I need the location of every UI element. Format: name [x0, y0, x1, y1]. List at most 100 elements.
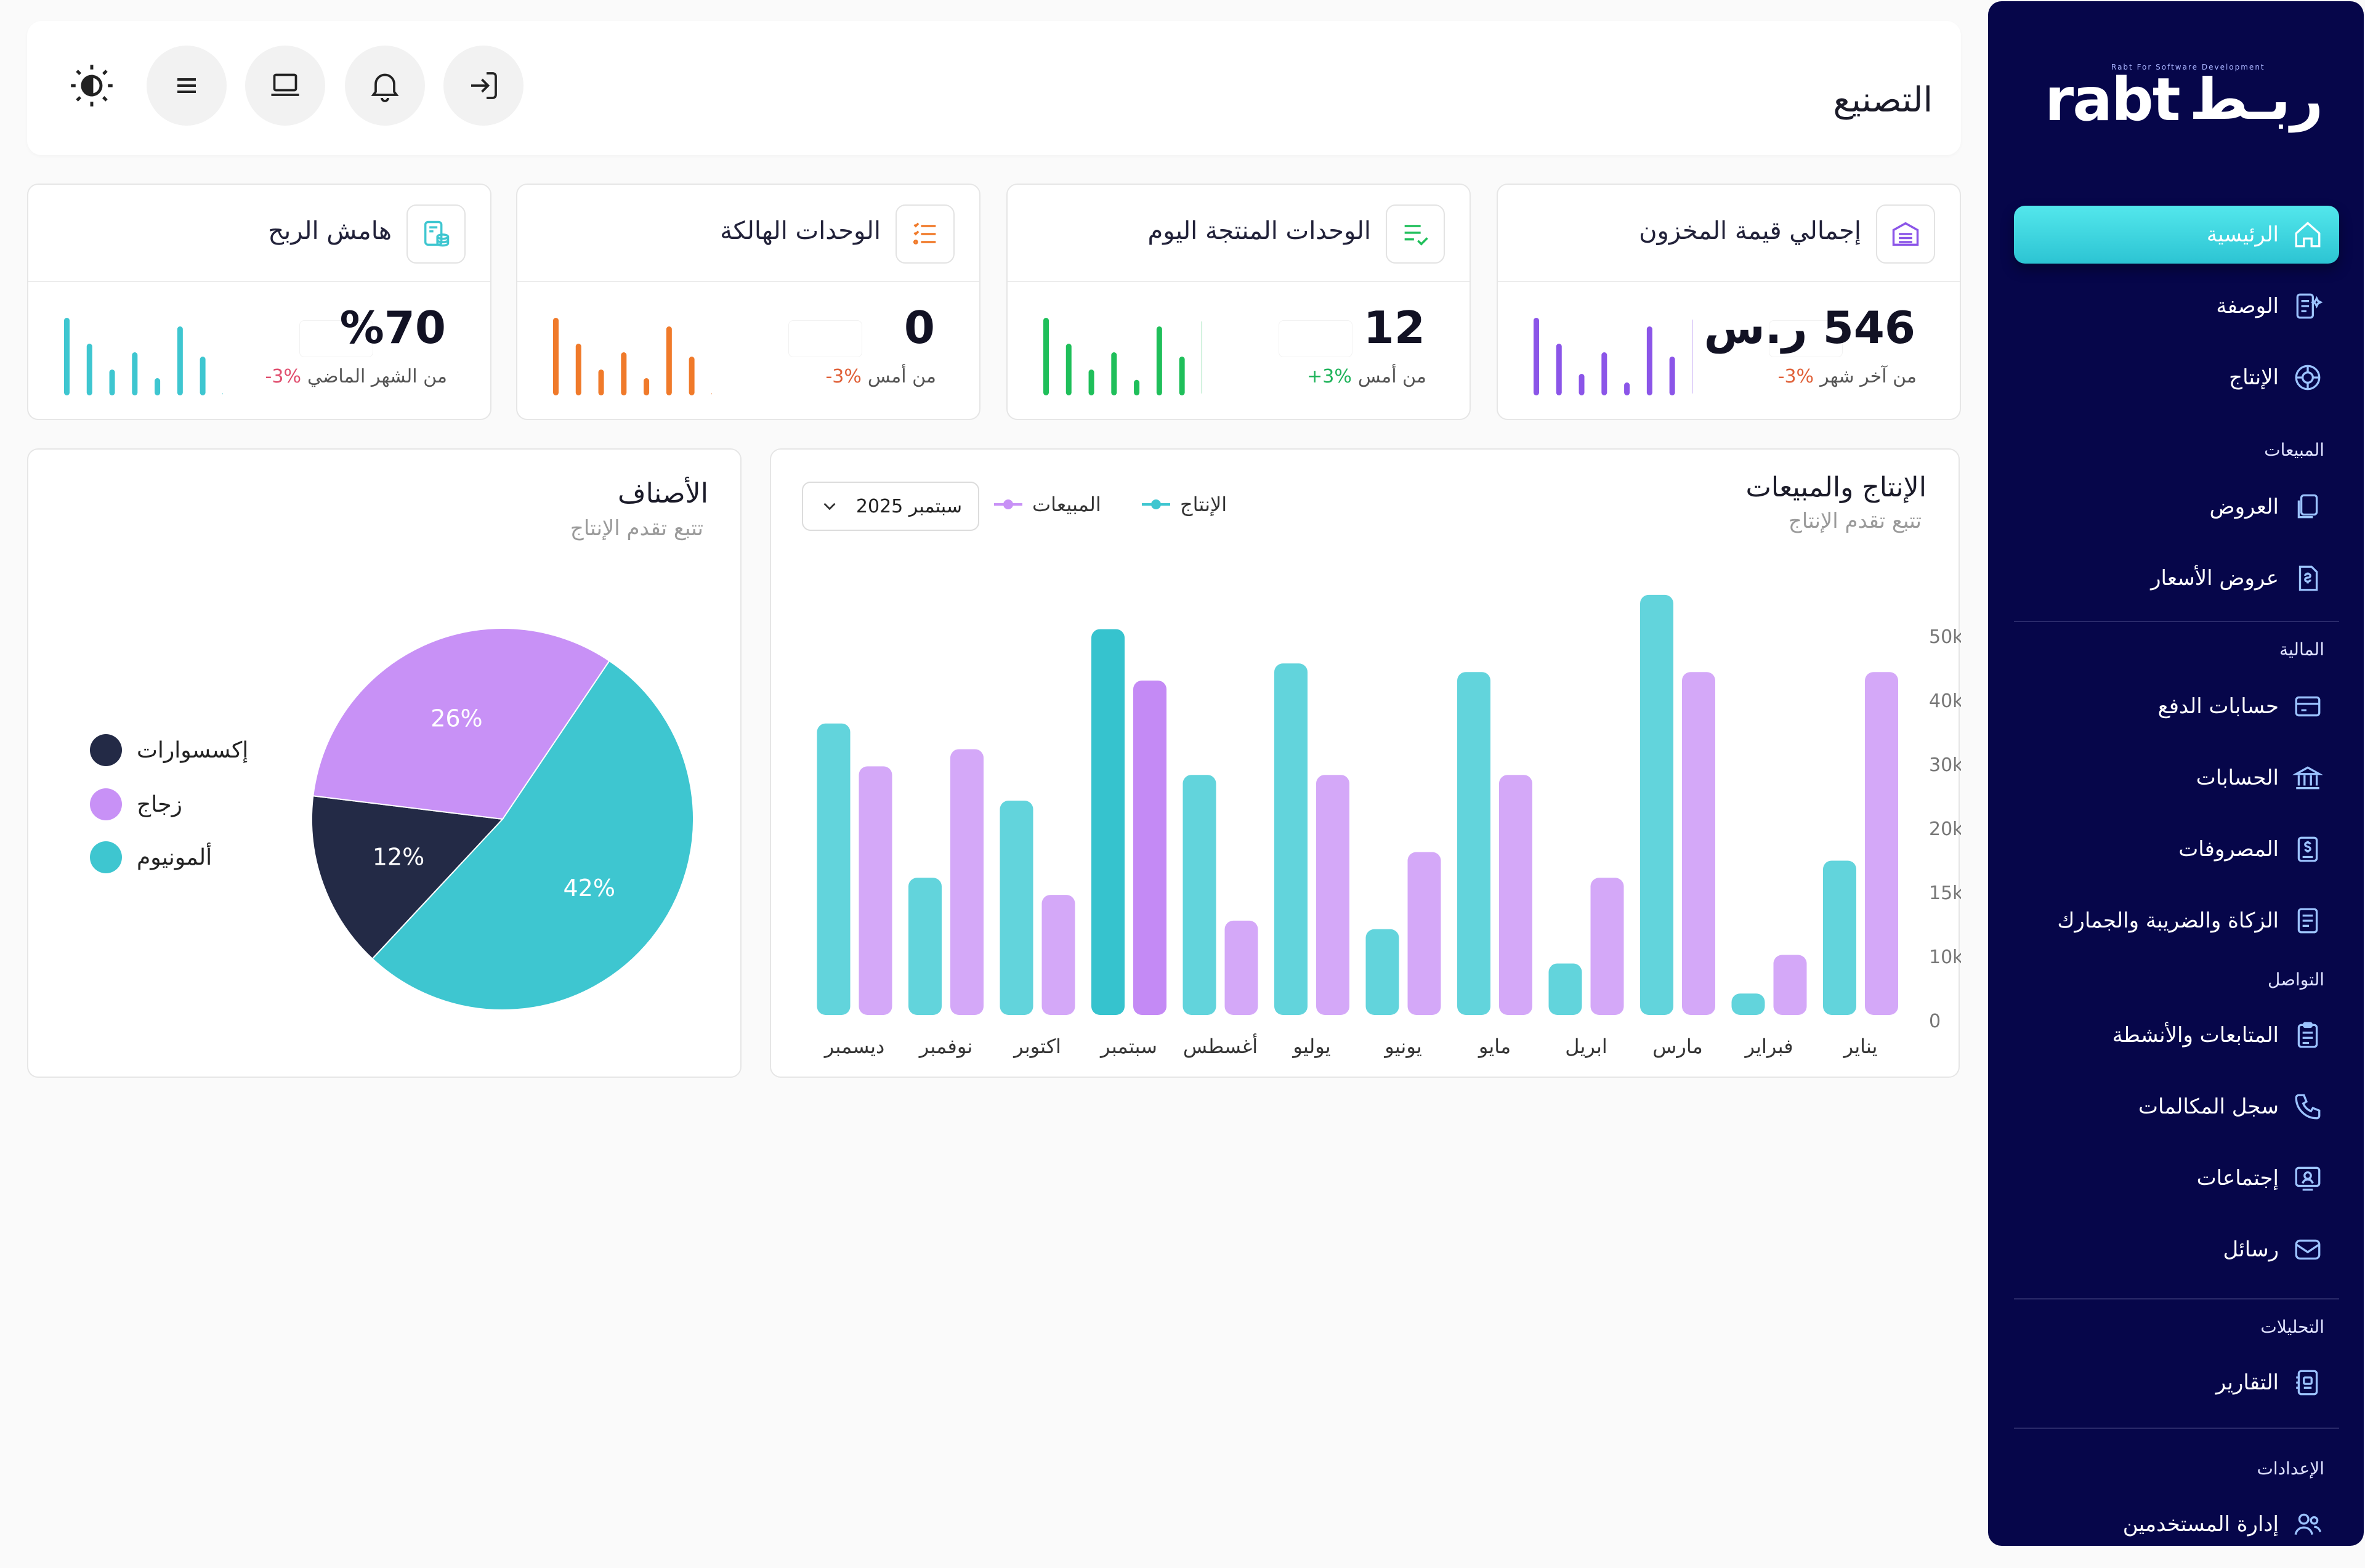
kpi-sparkline [1534, 318, 1692, 395]
spark-bar [1534, 318, 1539, 395]
meeting-icon [2292, 1163, 2323, 1194]
payment-card-icon [2292, 691, 2323, 722]
legend-label: الإنتاج [1180, 493, 1227, 516]
bar-sales[interactable] [1133, 681, 1166, 1015]
sidebar-item-payment-accounts[interactable]: حسابات الدفع [2014, 677, 2339, 735]
bar-production[interactable] [1365, 929, 1399, 1015]
kpi-change: -3% [1777, 366, 1814, 387]
legend-label: ألمونيوم [137, 844, 212, 870]
bar-sales[interactable] [1316, 775, 1349, 1015]
bar-production[interactable] [1640, 594, 1673, 1015]
bar-production[interactable] [1731, 993, 1765, 1015]
sidebar-item-production[interactable]: الإنتاج [2014, 349, 2339, 406]
pie-slice-label: 26% [431, 705, 482, 732]
bar-sales[interactable] [1499, 775, 1532, 1015]
bar-production[interactable] [1823, 860, 1856, 1015]
x-tick-label: مارس [1652, 1035, 1702, 1058]
bank-icon [2292, 762, 2323, 793]
bar-sales[interactable] [1041, 895, 1075, 1015]
sidebar-item-recipe[interactable]: الوصفة [2014, 277, 2339, 335]
spark-bar [666, 326, 672, 395]
kpi-note: من أمس [1357, 366, 1426, 387]
spark-bar [1669, 357, 1675, 395]
brand-logo[interactable]: rabt ربـط [2045, 63, 2324, 137]
sidebar-item-accounts[interactable]: الحسابات [2014, 749, 2339, 807]
theme-toggle-button[interactable] [52, 46, 132, 126]
spark-bar [1065, 344, 1072, 395]
sidebar-item-meetings[interactable]: إجتماعات [2014, 1149, 2339, 1207]
card-subtitle: تتبع تقدم الإنتاج [1788, 509, 1922, 533]
logo-arabic: ربـط [2189, 67, 2324, 132]
hamburger-menu-icon [177, 78, 196, 93]
spark-bar [1579, 374, 1585, 395]
kpi-change: -3% [825, 366, 862, 387]
bar-production[interactable] [1548, 963, 1582, 1015]
kpi-value: 12 [1363, 302, 1425, 354]
bar-sales[interactable] [859, 766, 892, 1015]
kpi-value: 546 ر.س [1704, 302, 1915, 354]
notifications-button[interactable] [345, 46, 425, 126]
kpi-note: من الشهر الماضي [307, 366, 447, 387]
logout-button[interactable] [443, 46, 524, 126]
desktop-view-button[interactable] [245, 46, 325, 126]
menu-button[interactable] [147, 46, 227, 126]
sidebar-item-messages[interactable]: رسائل [2014, 1221, 2339, 1279]
sidebar-item-followups[interactable]: المتابعات والأنشطة [2014, 1006, 2339, 1064]
bar-sales[interactable] [1682, 672, 1715, 1015]
month-select[interactable]: سبتمبر 2025 [802, 482, 979, 531]
kpi-card-header: الوحدات المنتجة اليوم [1008, 185, 1470, 282]
sidebar-item-user-management[interactable]: إدارة المستخدمين [2014, 1495, 2339, 1546]
x-tick-label: ابريل [1565, 1035, 1607, 1058]
legend-line-marker [994, 499, 1022, 509]
bar-sales[interactable] [1590, 878, 1624, 1015]
y-tick-label: 30k [1929, 754, 1961, 776]
bar-production[interactable] [1274, 663, 1308, 1015]
sidebar-item-label: المتابعات والأنشطة [2112, 1023, 2279, 1048]
sidebar: rabt ربـط Rabt For Software Development … [1988, 1, 2364, 1546]
x-tick-label: نوفمبر [918, 1035, 973, 1058]
sidebar-item-offers[interactable]: العروض [2014, 478, 2339, 536]
list-icon [895, 204, 955, 264]
bar-sales[interactable] [1224, 920, 1258, 1015]
spark-bar [132, 352, 138, 395]
bar-production[interactable] [1000, 801, 1033, 1015]
bar-production[interactable] [908, 878, 942, 1015]
x-tick-label: سبتمبر [1099, 1035, 1157, 1058]
quotes-icon [2292, 563, 2323, 594]
production-icon [2292, 362, 2323, 393]
pie-slice-label: 42% [563, 875, 615, 902]
pie-slice [371, 660, 694, 1011]
x-tick-label: اكتوبر [1013, 1035, 1061, 1058]
kpi-title: الوحدات الهالكة [720, 217, 881, 245]
recipe-icon [2292, 291, 2323, 321]
bar-sales[interactable] [1865, 672, 1898, 1015]
reports-icon [2292, 1367, 2323, 1398]
bar-sales[interactable] [1773, 955, 1807, 1015]
sidebar-item-zakat-tax[interactable]: الزكاة والضريبة والجمارك [2014, 892, 2339, 950]
bar-production[interactable] [1182, 775, 1216, 1015]
sidebar-item-home[interactable]: الرئيسية [2014, 206, 2339, 264]
bar-production[interactable] [817, 723, 851, 1015]
sidebar-item-quotes[interactable]: عروض الأسعار [2014, 549, 2339, 607]
sidebar-item-label: الإنتاج [2229, 365, 2279, 390]
kpi-card-damaged-units: الوحدات الهالكة 0 من أمس -3% [516, 184, 980, 420]
spark-bar [200, 357, 206, 395]
section-title-finance: المالية [2279, 639, 2324, 660]
section-title-settings: الإعدادات [2257, 1458, 2324, 1479]
sidebar-item-label: المصروفات [2178, 837, 2279, 862]
spark-bar [1556, 344, 1562, 395]
kpi-placeholder [299, 320, 373, 357]
bar-production[interactable] [1457, 672, 1490, 1015]
spark-bar [689, 357, 695, 395]
spark-bar [598, 370, 604, 395]
bar-sales[interactable] [950, 749, 984, 1015]
bar-production[interactable] [1091, 629, 1125, 1015]
home-icon [2292, 219, 2323, 250]
spark-bar [177, 326, 183, 395]
bar-sales[interactable] [1407, 852, 1441, 1015]
kpi-value: 0 [904, 302, 935, 354]
sidebar-item-call-log[interactable]: سجل المكالمات [2014, 1078, 2339, 1136]
expenses-icon [2292, 834, 2323, 865]
sidebar-item-reports[interactable]: التقارير [2014, 1354, 2339, 1412]
sidebar-item-expenses[interactable]: المصروفات [2014, 820, 2339, 878]
